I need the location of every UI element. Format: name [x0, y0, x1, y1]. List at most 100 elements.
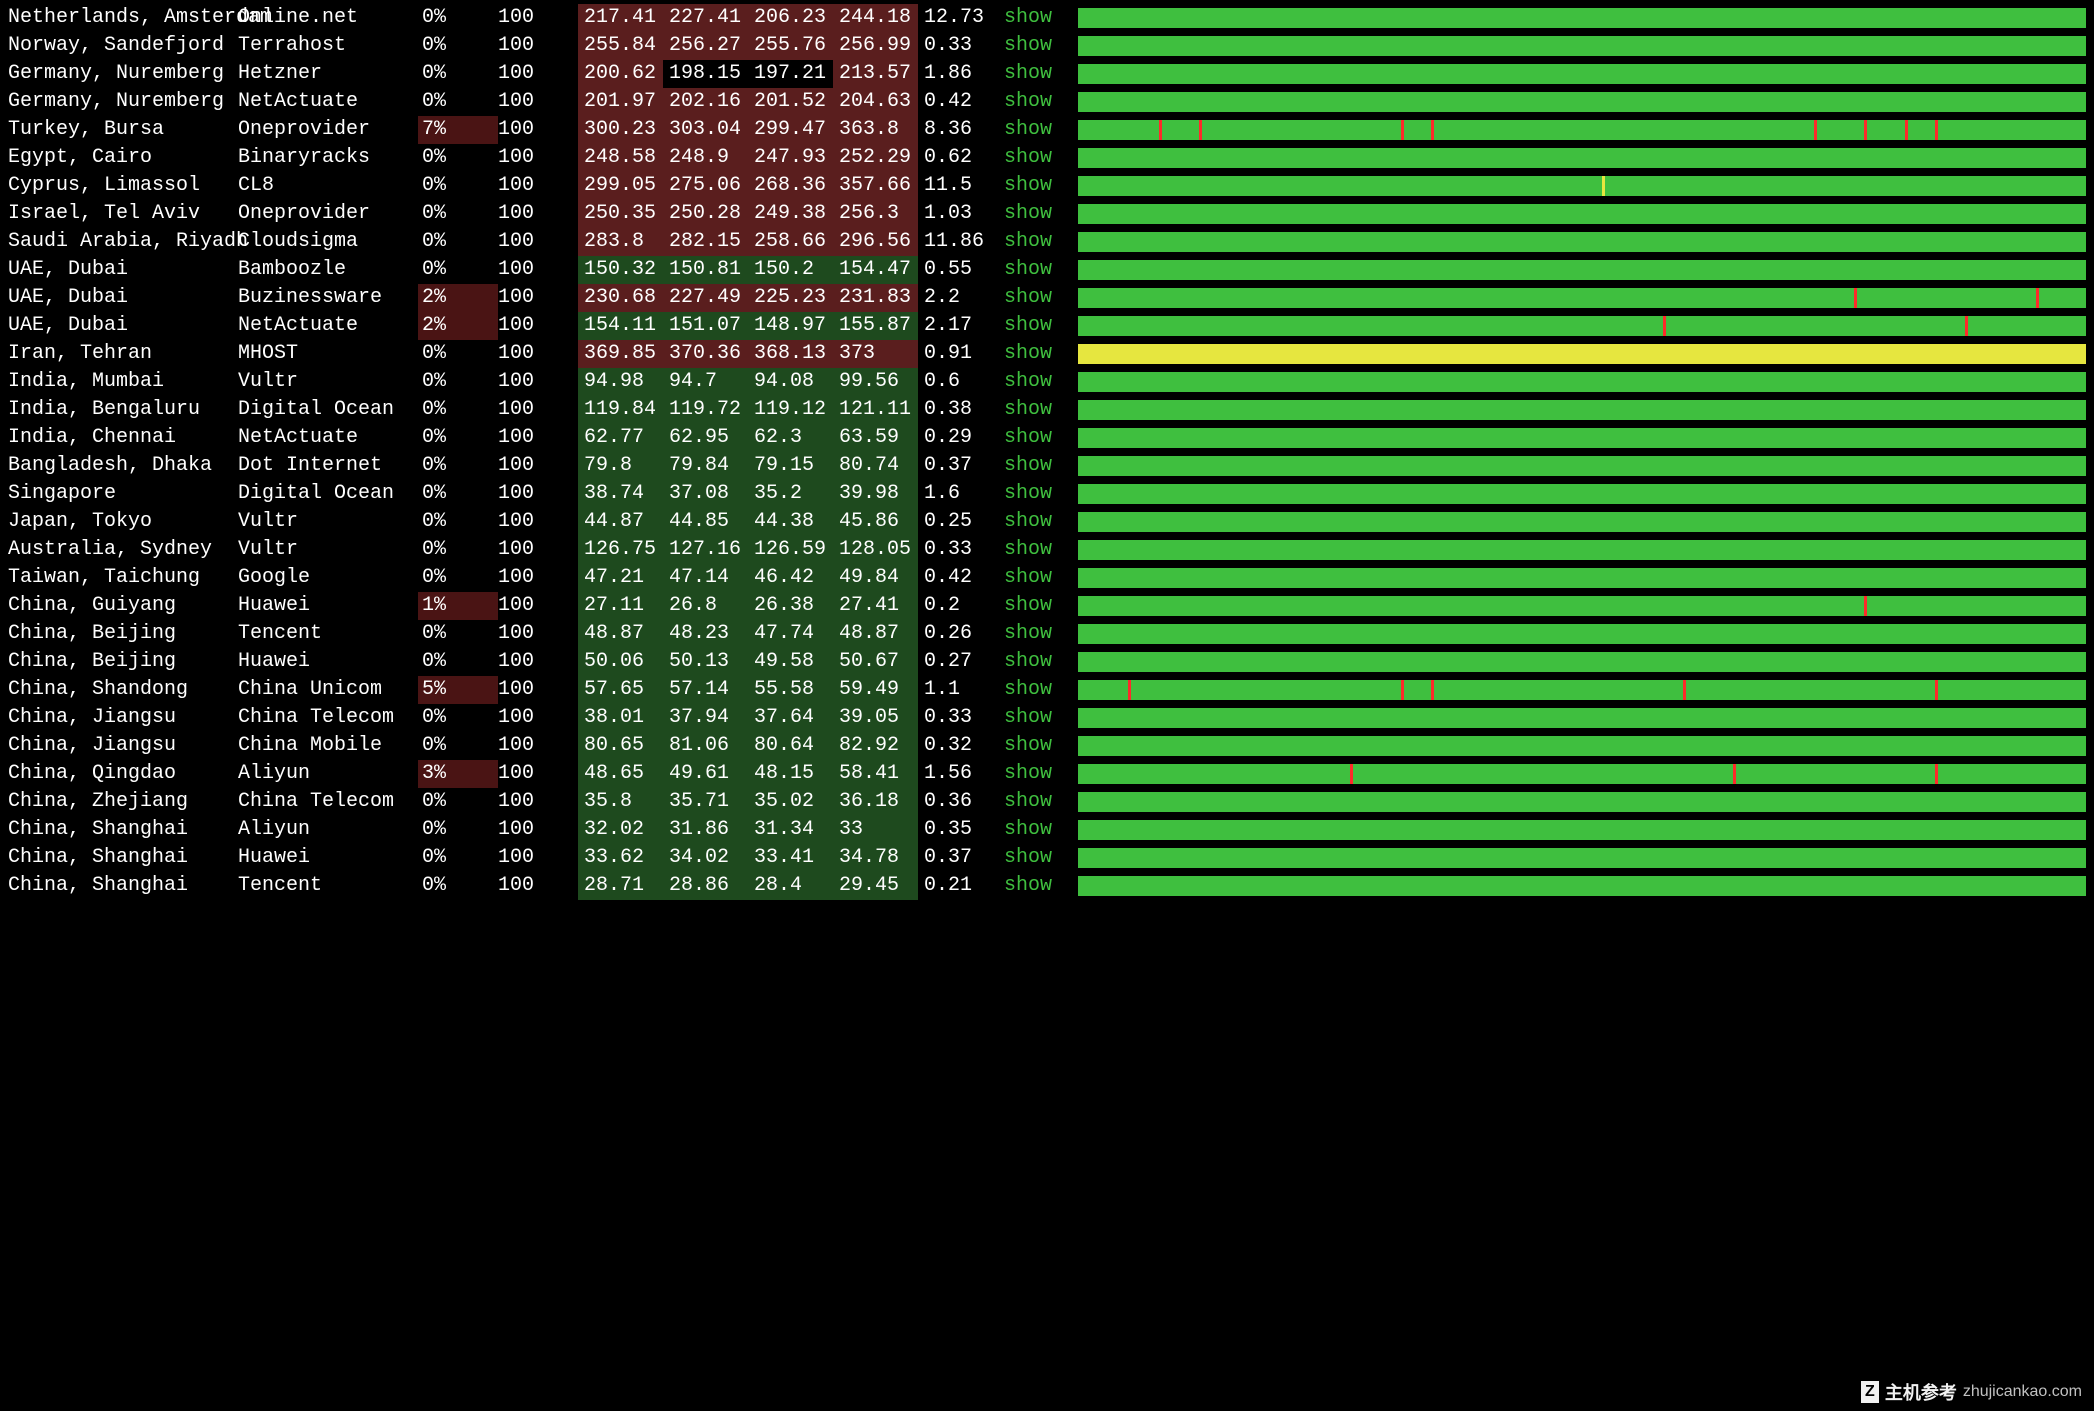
show-link[interactable]: show — [998, 4, 1068, 32]
table-row: India, MumbaiVultr0%10094.9894.794.0899.… — [8, 368, 2086, 396]
cell-ping: 217.41 — [578, 4, 663, 32]
show-link[interactable]: show — [998, 368, 1068, 396]
cell-location: Saudi Arabia, Riyadh — [8, 228, 238, 256]
cell-provider: Huawei — [238, 844, 418, 872]
cell-ping: 249.38 — [748, 200, 833, 228]
cell-ping: 35.2 — [748, 480, 833, 508]
show-link[interactable]: show — [998, 816, 1068, 844]
show-link[interactable]: show — [998, 676, 1068, 704]
latency-graph — [1068, 200, 2086, 228]
show-link[interactable]: show — [998, 256, 1068, 284]
show-link[interactable]: show — [998, 648, 1068, 676]
table-row: Bangladesh, DhakaDot Internet0%10079.879… — [8, 452, 2086, 480]
cell-stddev: 0.27 — [918, 648, 998, 676]
show-link[interactable]: show — [998, 592, 1068, 620]
show-link[interactable]: show — [998, 228, 1068, 256]
show-link[interactable]: show — [998, 424, 1068, 452]
cell-ping: 31.86 — [663, 816, 748, 844]
cell-ping: 283.8 — [578, 228, 663, 256]
show-link[interactable]: show — [998, 200, 1068, 228]
cell-loss: 0% — [418, 144, 498, 172]
cell-location: Japan, Tokyo — [8, 508, 238, 536]
cell-stddev: 1.6 — [918, 480, 998, 508]
cell-ping: 151.07 — [663, 312, 748, 340]
cell-location: Turkey, Bursa — [8, 116, 238, 144]
cell-ping: 227.49 — [663, 284, 748, 312]
show-link[interactable]: show — [998, 452, 1068, 480]
cell-ping: 121.11 — [833, 396, 918, 424]
show-link[interactable]: show — [998, 312, 1068, 340]
cell-location: UAE, Dubai — [8, 284, 238, 312]
table-row: China, QingdaoAliyun3%10048.6549.6148.15… — [8, 760, 2086, 788]
show-link[interactable]: show — [998, 32, 1068, 60]
cell-provider: Dot Internet — [238, 452, 418, 480]
cell-ping: 50.13 — [663, 648, 748, 676]
watermark-domain: zhujicankao.com — [1963, 1383, 2082, 1401]
cell-ping: 213.57 — [833, 60, 918, 88]
cell-ping: 63.59 — [833, 424, 918, 452]
show-link[interactable]: show — [998, 116, 1068, 144]
show-link[interactable]: show — [998, 564, 1068, 592]
cell-ping: 231.83 — [833, 284, 918, 312]
show-link[interactable]: show — [998, 704, 1068, 732]
cell-stddev: 11.86 — [918, 228, 998, 256]
cell-location: UAE, Dubai — [8, 256, 238, 284]
cell-provider: Online.net — [238, 4, 418, 32]
show-link[interactable]: show — [998, 788, 1068, 816]
cell-ping: 48.87 — [578, 620, 663, 648]
cell-location: China, Shanghai — [8, 844, 238, 872]
cell-ping: 256.99 — [833, 32, 918, 60]
cell-ping: 62.95 — [663, 424, 748, 452]
cell-sent: 100 — [498, 788, 578, 816]
cell-location: China, Shanghai — [8, 872, 238, 900]
cell-stddev: 1.03 — [918, 200, 998, 228]
cell-loss: 0% — [418, 396, 498, 424]
show-link[interactable]: show — [998, 480, 1068, 508]
cell-sent: 100 — [498, 424, 578, 452]
show-link[interactable]: show — [998, 760, 1068, 788]
cell-ping: 299.47 — [748, 116, 833, 144]
cell-ping: 48.23 — [663, 620, 748, 648]
cell-ping: 80.64 — [748, 732, 833, 760]
latency-graph — [1068, 760, 2086, 788]
cell-sent: 100 — [498, 228, 578, 256]
table-row: Iran, TehranMHOST0%100369.85370.36368.13… — [8, 340, 2086, 368]
cell-ping: 28.71 — [578, 872, 663, 900]
cell-ping: 127.16 — [663, 536, 748, 564]
cell-stddev: 0.38 — [918, 396, 998, 424]
latency-graph — [1068, 592, 2086, 620]
show-link[interactable]: show — [998, 396, 1068, 424]
cell-ping: 275.06 — [663, 172, 748, 200]
show-link[interactable]: show — [998, 536, 1068, 564]
latency-graph — [1068, 396, 2086, 424]
latency-graph — [1068, 60, 2086, 88]
show-link[interactable]: show — [998, 284, 1068, 312]
cell-location: UAE, Dubai — [8, 312, 238, 340]
show-link[interactable]: show — [998, 144, 1068, 172]
cell-ping: 26.8 — [663, 592, 748, 620]
cell-provider: Digital Ocean — [238, 396, 418, 424]
cell-ping: 94.7 — [663, 368, 748, 396]
cell-sent: 100 — [498, 116, 578, 144]
latency-graph — [1068, 368, 2086, 396]
show-link[interactable]: show — [998, 340, 1068, 368]
cell-location: Taiwan, Taichung — [8, 564, 238, 592]
show-link[interactable]: show — [998, 172, 1068, 200]
cell-ping: 250.35 — [578, 200, 663, 228]
cell-provider: Oneprovider — [238, 200, 418, 228]
show-link[interactable]: show — [998, 60, 1068, 88]
cell-ping: 150.2 — [748, 256, 833, 284]
show-link[interactable]: show — [998, 872, 1068, 900]
cell-stddev: 0.2 — [918, 592, 998, 620]
cell-ping: 119.12 — [748, 396, 833, 424]
cell-location: India, Mumbai — [8, 368, 238, 396]
show-link[interactable]: show — [998, 844, 1068, 872]
show-link[interactable]: show — [998, 88, 1068, 116]
show-link[interactable]: show — [998, 620, 1068, 648]
cell-loss: 0% — [418, 172, 498, 200]
cell-ping: 150.81 — [663, 256, 748, 284]
show-link[interactable]: show — [998, 508, 1068, 536]
latency-graph — [1068, 256, 2086, 284]
show-link[interactable]: show — [998, 732, 1068, 760]
cell-ping: 248.58 — [578, 144, 663, 172]
